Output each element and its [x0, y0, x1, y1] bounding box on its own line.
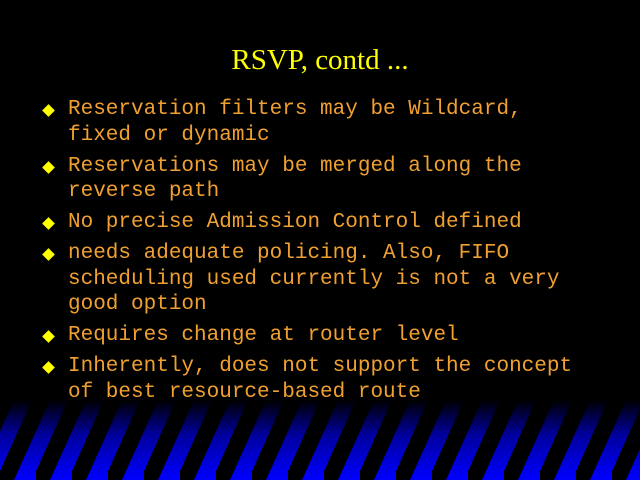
bullet-text: fixed or dynamic — [68, 123, 270, 147]
bullet-marker — [42, 217, 55, 230]
bullet-text: reverse path — [68, 180, 220, 203]
bullet-text: needs adequate policing. Also, FIFO — [68, 242, 510, 265]
bullet-marker — [42, 330, 55, 343]
slide-title: RSVP, contd ... — [231, 44, 409, 76]
bullet-marker — [42, 248, 55, 261]
bullet-marker — [42, 160, 55, 174]
bullet-marker — [42, 361, 55, 374]
bullet-text: of best resource-based route — [68, 380, 421, 404]
bullet-text: Reservations may be merged along the — [68, 154, 522, 178]
bullet-text: Requires change at router level — [68, 324, 459, 347]
bullet-text: scheduling used currently is not a very — [68, 267, 560, 291]
bullet-text: No precise Admission Control defined — [68, 211, 522, 234]
bullet-text: Reservation filters may be Wildcard, — [68, 98, 522, 121]
bullet-text: Inherently, does not support the concept — [68, 355, 573, 378]
bullet-text: good option — [68, 293, 207, 316]
decorative-band — [0, 400, 640, 480]
bullet-marker — [42, 104, 55, 117]
